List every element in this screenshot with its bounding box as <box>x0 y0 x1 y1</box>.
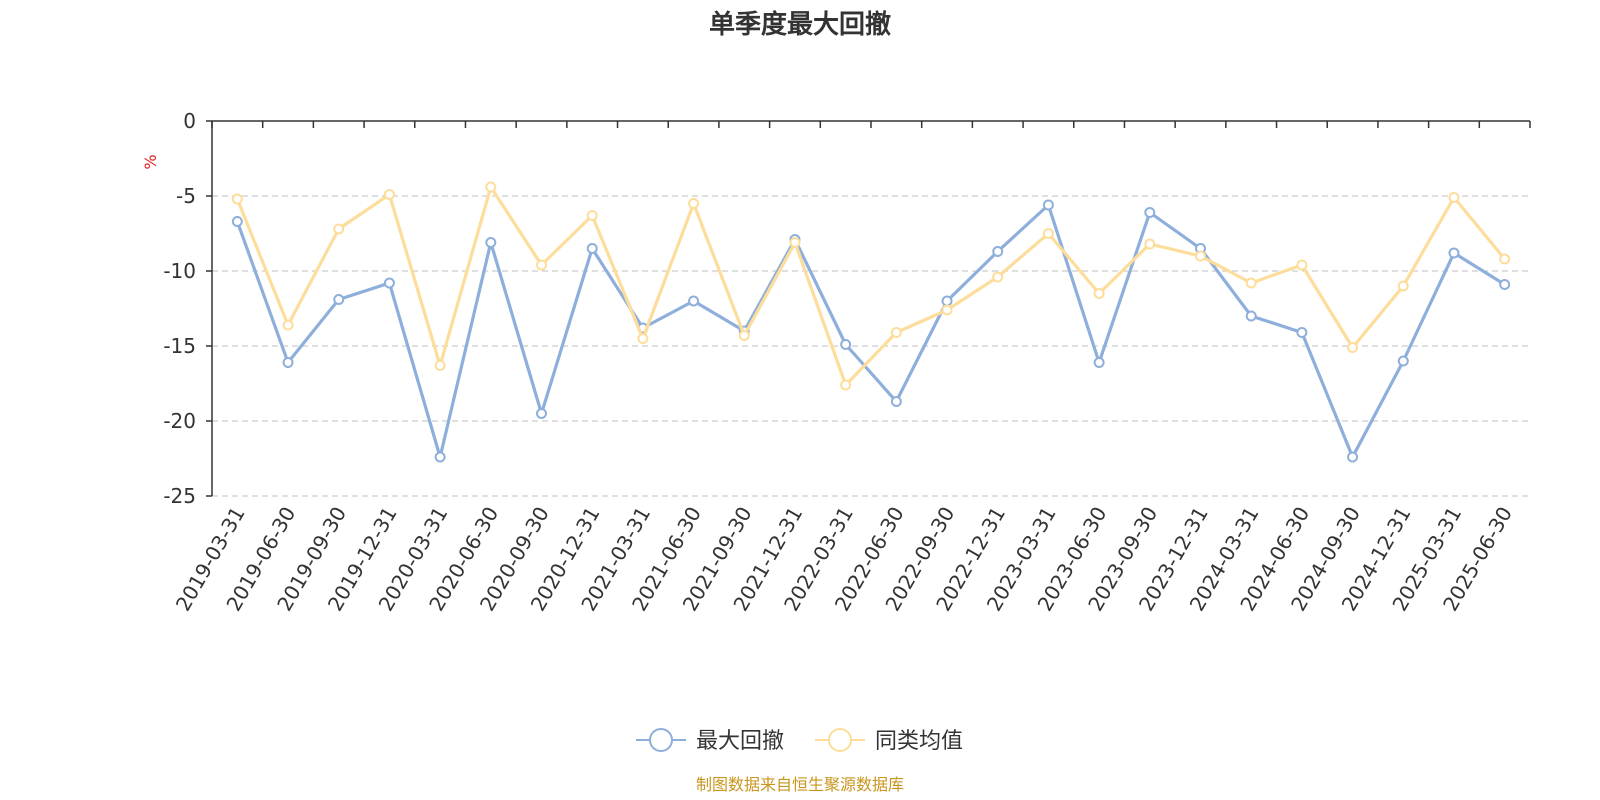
data-point[interactable] <box>1093 357 1105 368</box>
data-point[interactable] <box>941 295 953 307</box>
data-point[interactable] <box>586 243 598 254</box>
series-line <box>235 185 1506 387</box>
data-point[interactable] <box>383 189 395 200</box>
data-point[interactable] <box>688 198 700 209</box>
series-2 <box>231 181 1511 391</box>
grid-lines <box>212 195 1530 497</box>
series-line <box>235 203 1506 459</box>
data-point[interactable] <box>1042 199 1054 211</box>
data-point[interactable] <box>1144 207 1156 218</box>
y-tick-label: -5 <box>176 184 196 208</box>
data-point[interactable] <box>890 396 902 407</box>
data-point[interactable] <box>1144 238 1156 250</box>
axes: 0-5-10-15-20-252019-03-312019-06-302019-… <box>163 109 1531 615</box>
data-point[interactable] <box>282 357 294 368</box>
y-axis-unit-label: % <box>141 154 160 169</box>
data-point[interactable] <box>333 294 345 305</box>
legend-item[interactable]: 同类均值 <box>815 728 963 754</box>
data-point[interactable] <box>1499 279 1511 290</box>
data-point[interactable] <box>485 181 497 193</box>
data-point[interactable] <box>434 360 446 371</box>
data-point[interactable] <box>1448 192 1460 203</box>
data-point[interactable] <box>231 193 243 205</box>
legend-circle-icon <box>828 728 852 752</box>
chart-title: 单季度最大回撤 <box>709 9 891 40</box>
data-point[interactable] <box>992 246 1004 257</box>
data-point[interactable] <box>1195 250 1206 262</box>
series-layer <box>231 181 1511 463</box>
data-point[interactable] <box>1397 280 1409 292</box>
data-point[interactable] <box>434 451 446 463</box>
data-point[interactable] <box>840 339 852 350</box>
data-point[interactable] <box>282 319 294 331</box>
data-point[interactable] <box>840 379 852 391</box>
data-point[interactable] <box>1347 451 1359 463</box>
data-point[interactable] <box>1499 253 1511 265</box>
data-point[interactable] <box>992 271 1004 283</box>
data-point[interactable] <box>586 210 598 221</box>
legend[interactable]: 最大回撤 同类均值 <box>636 728 963 754</box>
data-point[interactable] <box>231 216 243 227</box>
data-point[interactable] <box>890 327 902 338</box>
data-point[interactable] <box>536 259 547 271</box>
data-point[interactable] <box>789 237 801 248</box>
data-point[interactable] <box>941 304 953 316</box>
data-point[interactable] <box>1093 288 1105 299</box>
data-point[interactable] <box>738 330 750 341</box>
legend-label: 同类均值 <box>875 729 963 754</box>
series-1 <box>231 199 1511 463</box>
data-point[interactable] <box>536 408 547 419</box>
data-point[interactable] <box>1448 247 1460 259</box>
y-tick-label: -25 <box>163 484 196 508</box>
data-point[interactable] <box>485 237 497 248</box>
y-tick-label: 0 <box>183 109 196 133</box>
data-point[interactable] <box>333 223 345 235</box>
data-point[interactable] <box>1296 327 1308 338</box>
data-point[interactable] <box>383 277 395 289</box>
y-tick-label: -15 <box>163 334 196 358</box>
data-point[interactable] <box>688 295 700 307</box>
data-point[interactable] <box>1397 355 1409 367</box>
data-point[interactable] <box>1347 342 1359 353</box>
data-point[interactable] <box>1245 310 1257 322</box>
data-point[interactable] <box>1042 228 1054 239</box>
legend-label: 最大回撤 <box>696 729 784 754</box>
data-point[interactable] <box>1296 259 1308 271</box>
source-note: 制图数据来自恒生聚源数据库 <box>696 775 904 794</box>
data-point[interactable] <box>1245 277 1257 289</box>
legend-circle-icon <box>649 728 673 752</box>
data-point[interactable] <box>637 333 649 344</box>
y-tick-label: -10 <box>163 259 196 283</box>
y-tick-label: -20 <box>163 409 196 433</box>
legend-item[interactable]: 最大回撤 <box>636 728 784 754</box>
